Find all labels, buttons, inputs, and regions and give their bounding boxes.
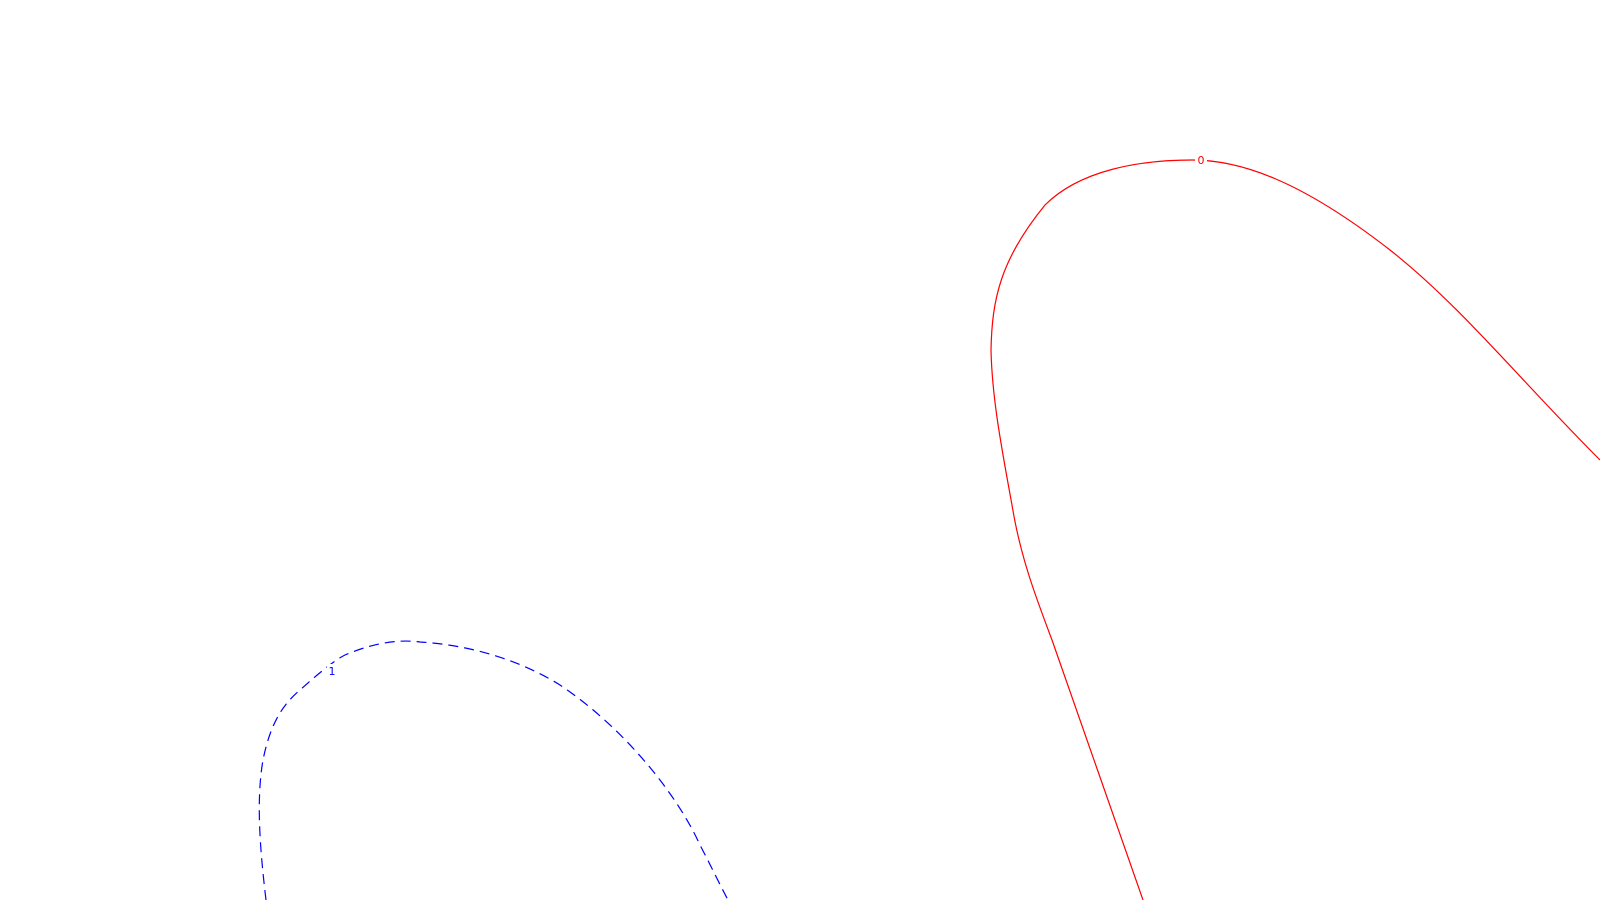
contour-label-bg-1 [327, 664, 338, 678]
contour-label-0: 0 [1198, 154, 1205, 167]
contour-0: 0 [990, 153, 1600, 900]
contour-line-0 [990, 159, 1600, 900]
contour-1: 1 [258, 640, 729, 900]
contour-label-1: 1 [329, 665, 336, 678]
contour-label-bg-0 [1195, 153, 1207, 167]
contour-line-1 [258, 640, 729, 900]
